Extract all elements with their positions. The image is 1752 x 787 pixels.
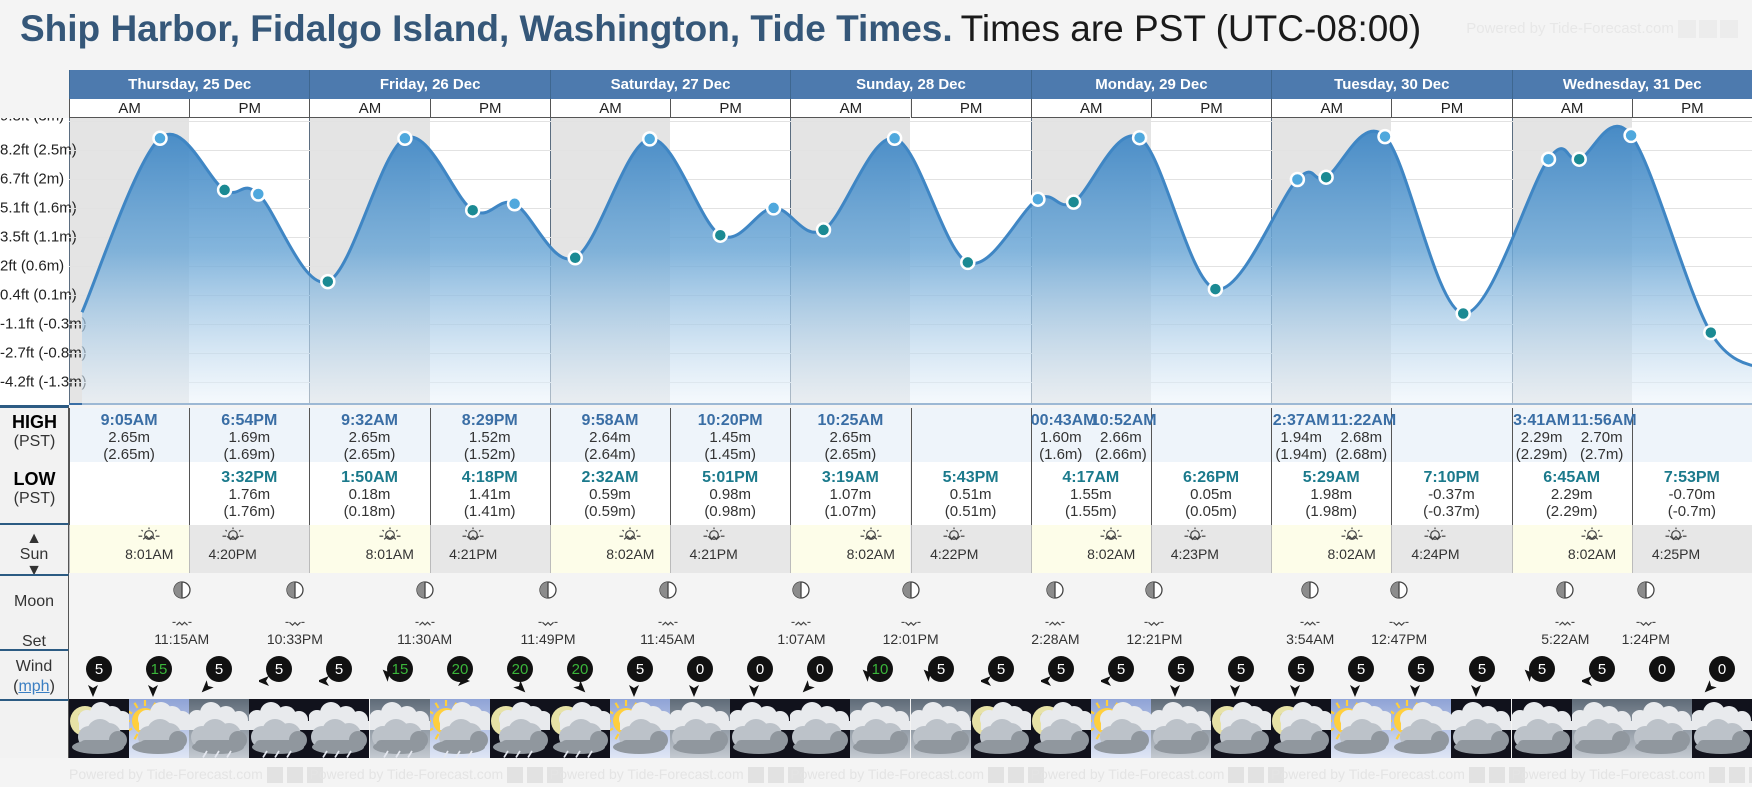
- svg-text:0: 0: [1658, 661, 1666, 678]
- svg-text:5: 5: [1477, 661, 1485, 678]
- svg-text:5: 5: [1117, 661, 1125, 678]
- svg-text:15: 15: [151, 661, 168, 678]
- svg-text:5: 5: [1057, 661, 1065, 678]
- svg-text:5: 5: [335, 661, 343, 678]
- svg-text:5: 5: [1297, 661, 1305, 678]
- svg-text:5: 5: [636, 661, 644, 678]
- svg-text:0: 0: [756, 661, 764, 678]
- svg-text:5: 5: [215, 661, 223, 678]
- svg-text:5: 5: [1598, 661, 1606, 678]
- svg-text:5: 5: [1537, 661, 1545, 678]
- svg-text:0: 0: [816, 661, 824, 678]
- svg-text:5: 5: [1357, 661, 1365, 678]
- svg-text:5: 5: [1177, 661, 1185, 678]
- svg-text:10: 10: [872, 661, 889, 678]
- svg-text:5: 5: [996, 661, 1004, 678]
- svg-text:5: 5: [1417, 661, 1425, 678]
- svg-text:5: 5: [95, 661, 103, 678]
- svg-text:5: 5: [275, 661, 283, 678]
- svg-text:5: 5: [1237, 661, 1245, 678]
- svg-text:20: 20: [451, 661, 468, 678]
- svg-text:5: 5: [936, 661, 944, 678]
- svg-text:20: 20: [572, 661, 589, 678]
- svg-text:0: 0: [696, 661, 704, 678]
- svg-text:20: 20: [511, 661, 528, 678]
- svg-text:15: 15: [391, 661, 408, 678]
- svg-text:0: 0: [1718, 661, 1726, 678]
